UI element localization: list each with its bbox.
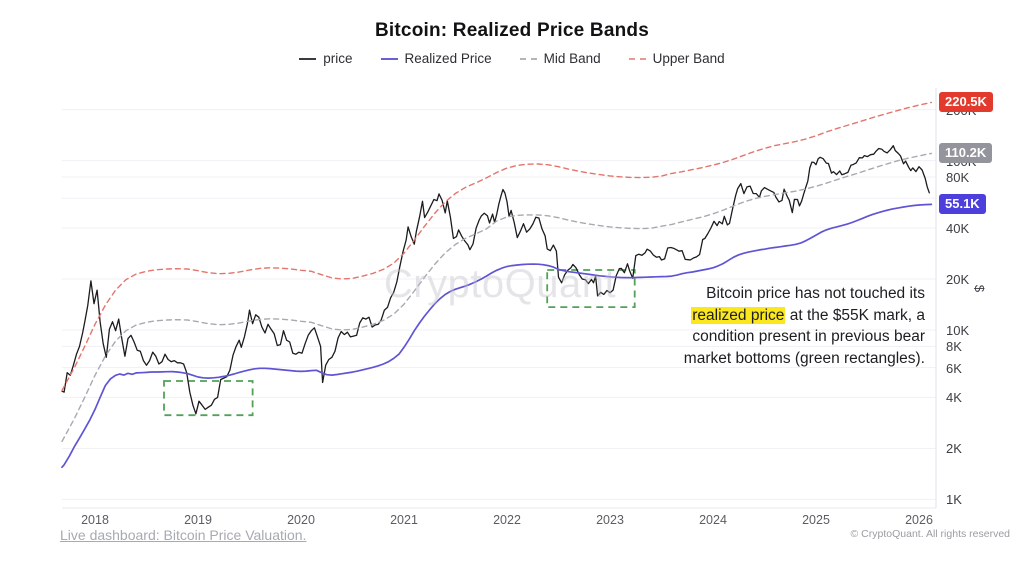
legend-item-mid-band[interactable]: Mid Band <box>519 51 601 66</box>
legend-label: Realized Price <box>404 51 492 66</box>
legend-item-upper-band[interactable]: Upper Band <box>628 51 725 66</box>
page-title: Bitcoin: Realized Price Bands <box>375 20 649 41</box>
x-tick-label: 2025 <box>802 513 830 527</box>
y-tick-label: 2K <box>946 441 962 456</box>
x-tick-label: 2022 <box>493 513 521 527</box>
chart-legend: price Realized Price Mid Band Upper Band <box>0 51 1024 66</box>
y-tick-label: 40K <box>946 221 970 236</box>
mid-band-value-badge: 110.2K <box>939 143 993 163</box>
annotation-line: Bitcoin price has not touched its <box>706 285 925 302</box>
y-tick-label: 80K <box>946 170 970 185</box>
upper-band-line-swatch-icon <box>628 57 646 60</box>
bear-market-rectangle <box>546 269 636 308</box>
realized-price-value-badge: 55.1K <box>939 194 986 214</box>
bear-market-rectangle <box>163 380 254 417</box>
legend-item-realized-price[interactable]: Realized Price <box>380 51 492 66</box>
x-tick-label: 2023 <box>596 513 624 527</box>
legend-label: Upper Band <box>652 51 725 66</box>
price-line <box>61 145 930 415</box>
legend-label: price <box>323 51 353 66</box>
x-tick-label: 2021 <box>390 513 418 527</box>
mid-band-line-swatch-icon <box>519 57 537 60</box>
x-tick-label: 2019 <box>184 513 212 527</box>
x-tick-label: 2018 <box>81 513 109 527</box>
annotation-line: condition present in previous bear <box>692 328 925 345</box>
realized-price-line-swatch-icon <box>380 57 398 60</box>
y-axis-unit-label: $ <box>972 284 988 293</box>
y-tick-label: 1K <box>946 492 962 507</box>
upper-band-value-badge: 220.5K <box>939 92 993 112</box>
annotation-line: market bottoms (green rectangles). <box>683 349 925 367</box>
mid-band-line <box>61 152 933 443</box>
price-line-swatch-icon <box>299 57 317 60</box>
chart-annotation: Bitcoin price has not touched its realiz… <box>684 283 925 369</box>
legend-label: Mid Band <box>543 51 601 66</box>
annotation-line: realized price at the $55K mark, a <box>691 306 925 324</box>
live-dashboard-link[interactable]: Live dashboard: Bitcoin Price Valuation. <box>60 527 307 543</box>
legend-item-price[interactable]: price <box>299 51 353 66</box>
realized-price-line <box>61 203 933 469</box>
copyright-text: © CryptoQuant. All rights reserved <box>850 528 1010 540</box>
y-tick-label: 6K <box>946 361 962 376</box>
x-tick-label: 2026 <box>905 513 933 527</box>
y-tick-label: 8K <box>946 339 962 354</box>
y-tick-label: 4K <box>946 390 962 405</box>
upper-band-line <box>61 101 933 392</box>
x-tick-label: 2020 <box>287 513 315 527</box>
x-tick-label: 2024 <box>699 513 727 527</box>
highlighted-text: realized price <box>691 306 786 324</box>
y-tick-label: 10K <box>946 323 970 338</box>
y-tick-label: 20K <box>946 272 970 287</box>
